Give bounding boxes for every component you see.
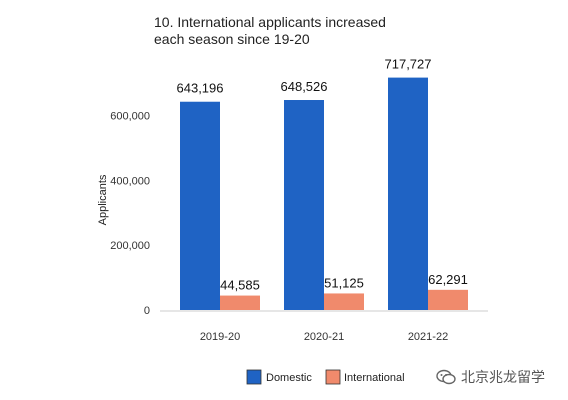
x-tick-label: 2020-21 <box>304 331 344 343</box>
data-label-domestic: 643,196 <box>177 81 224 96</box>
data-label-domestic: 648,526 <box>281 79 328 94</box>
legend-swatch-domestic <box>246 369 262 385</box>
watermark: 北京兆龙留学 <box>436 367 545 387</box>
chart-title-line-2: each season since 19-20 <box>154 31 310 47</box>
x-tick-label: 2019-20 <box>200 331 240 343</box>
chart-title: 10. International applicants increased e… <box>154 14 454 48</box>
data-label-international: 44,585 <box>220 278 260 293</box>
bar-domestic <box>284 100 324 310</box>
y-tick-label: 200,000 <box>110 240 150 252</box>
bar-international <box>220 295 260 310</box>
data-label-international: 51,125 <box>324 275 364 290</box>
data-label-international: 62,291 <box>428 272 468 287</box>
bar-domestic <box>180 101 220 311</box>
bar-domestic <box>388 77 428 310</box>
wechat-icon <box>436 369 456 385</box>
y-tick-label: 0 <box>144 305 150 317</box>
legend-swatch-international <box>325 369 341 385</box>
bar-international <box>428 289 468 310</box>
bar-international <box>324 293 364 310</box>
legend-label-domestic: Domestic <box>266 372 312 384</box>
y-axis-label: Applicants <box>97 174 109 225</box>
watermark-text: 北京兆龙留学 <box>461 370 545 386</box>
chart-title-line-1: 10. International applicants increased <box>154 14 386 30</box>
legend-label-international: International <box>344 372 405 384</box>
y-tick-label: 600,000 <box>110 111 150 123</box>
y-tick-label: 400,000 <box>110 175 150 187</box>
x-tick-label: 2021-22 <box>408 331 448 343</box>
data-label-domestic: 717,727 <box>385 57 432 72</box>
